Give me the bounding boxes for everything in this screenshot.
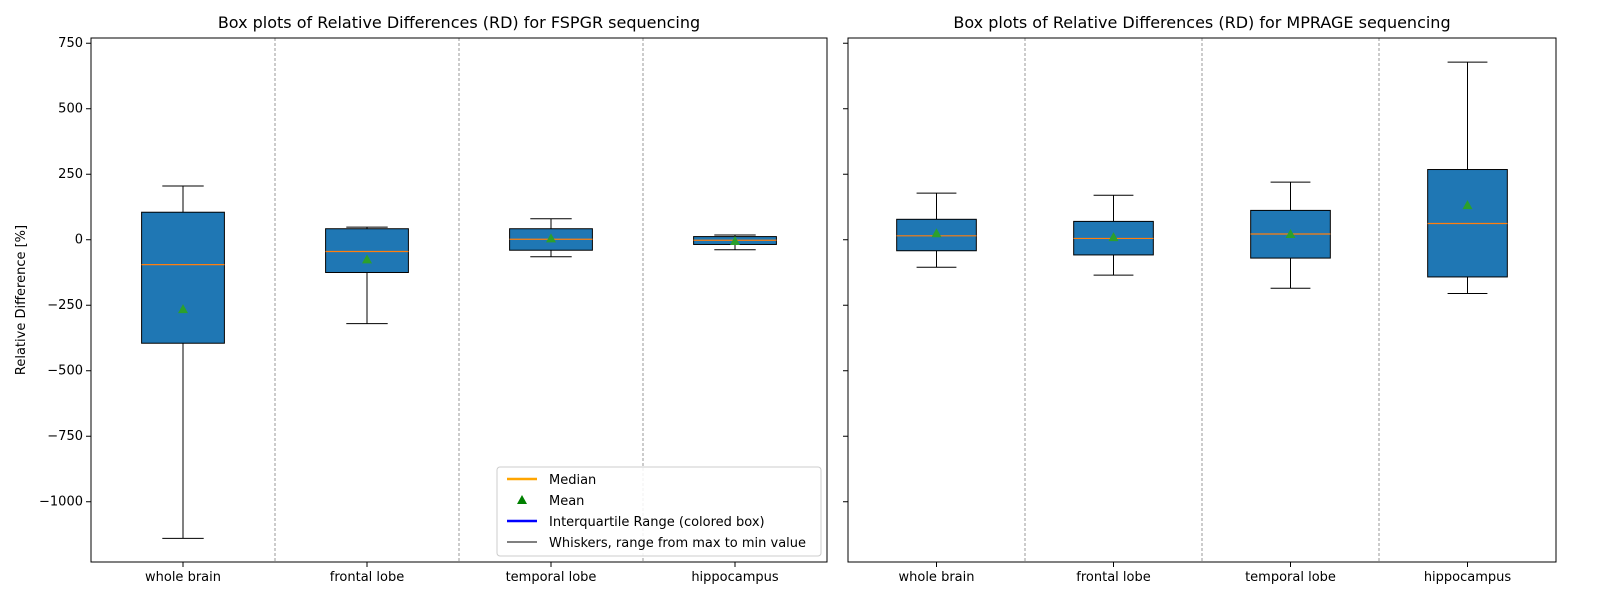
fspgr-panel: Box plots of Relative Differences (RD) f… bbox=[14, 13, 828, 585]
legend-label: Mean bbox=[549, 494, 584, 509]
mean-marker bbox=[1108, 232, 1119, 242]
y-tick-label: 250 bbox=[58, 167, 83, 182]
mean-marker bbox=[178, 304, 188, 314]
y-tick-label: −750 bbox=[47, 429, 83, 444]
box-group bbox=[141, 185, 225, 539]
y-tick-label: −250 bbox=[47, 298, 83, 313]
y-tick-label: −500 bbox=[47, 364, 83, 379]
box-group bbox=[1073, 194, 1154, 276]
y-tick-label: 0 bbox=[75, 233, 83, 248]
mean-marker bbox=[546, 233, 556, 243]
y-tick-label: 750 bbox=[58, 36, 83, 51]
legend-label: Whiskers, range from max to min value bbox=[549, 536, 806, 551]
y-tick-label: −1000 bbox=[39, 495, 83, 510]
box-group bbox=[1250, 181, 1331, 289]
x-tick-label: frontal lobe bbox=[1076, 570, 1150, 585]
fspgr-plot-area: −1000 −750 −500 −250 0 250 500 750 whole brain fr… bbox=[39, 36, 828, 585]
legend: Median Mean Interquartile Range (colored b… bbox=[496, 466, 822, 557]
axes-frame bbox=[847, 37, 1557, 563]
iqr-box bbox=[141, 211, 225, 344]
mprage-plot-area: whole brain frontal lobe temporal lobe hipp… bbox=[843, 37, 1557, 585]
y-axis-label: Relative Difference [%] bbox=[14, 225, 29, 375]
mprage-panel: Box plots of Relative Differences (RD) f… bbox=[843, 13, 1557, 585]
iqr-box bbox=[325, 228, 409, 273]
box-group bbox=[509, 218, 593, 258]
mean-marker bbox=[1462, 200, 1473, 210]
legend-box bbox=[496, 466, 822, 557]
mean-marker bbox=[1285, 228, 1296, 238]
x-tick-label: whole brain bbox=[145, 570, 221, 585]
x-tick-label: frontal lobe bbox=[330, 570, 404, 585]
legend-label: Interquartile Range (colored box) bbox=[549, 515, 765, 530]
legend-label: Median bbox=[549, 473, 596, 488]
mean-marker bbox=[362, 254, 372, 264]
box-group bbox=[896, 192, 977, 268]
legend-mean-marker bbox=[517, 495, 527, 504]
box-group bbox=[325, 226, 409, 325]
fspgr-chart-title: Box plots of Relative Differences (RD) f… bbox=[218, 13, 700, 32]
mean-marker bbox=[730, 236, 740, 246]
box-group bbox=[1427, 61, 1508, 294]
x-tick-label: temporal lobe bbox=[1245, 570, 1336, 585]
x-tick-label: whole brain bbox=[899, 570, 975, 585]
y-tick-label: 500 bbox=[58, 102, 83, 117]
x-tick-label: hippocampus bbox=[1424, 570, 1512, 585]
box-group bbox=[693, 234, 777, 251]
axes-frame bbox=[90, 37, 828, 563]
x-tick-label: temporal lobe bbox=[506, 570, 597, 585]
mprage-chart-title: Box plots of Relative Differences (RD) f… bbox=[953, 13, 1450, 32]
x-tick-label: hippocampus bbox=[691, 570, 779, 585]
mean-marker bbox=[931, 228, 942, 238]
